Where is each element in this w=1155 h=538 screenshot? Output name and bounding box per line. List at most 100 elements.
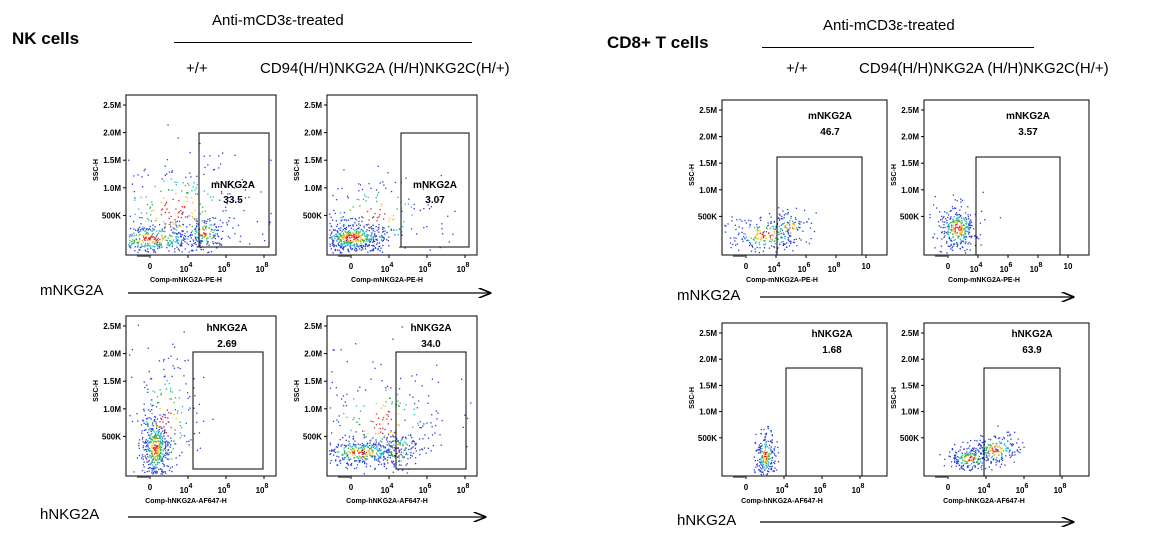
event-dot	[160, 448, 162, 450]
event-dot	[188, 251, 190, 253]
event-dot	[766, 457, 769, 460]
event-dot	[381, 203, 383, 205]
event-dot	[378, 456, 380, 458]
event-dot	[168, 469, 171, 472]
y-tick-label: 1.0M	[901, 186, 919, 195]
event-dot	[202, 226, 204, 228]
event-dot	[143, 449, 145, 451]
event-dot	[212, 243, 215, 245]
event-dot	[157, 430, 159, 432]
event-dot	[358, 248, 361, 250]
event-dot	[137, 420, 139, 422]
event-dot	[966, 222, 968, 224]
event-dot	[760, 448, 762, 450]
event-dot	[149, 467, 151, 469]
event-dot	[174, 346, 176, 348]
event-dot	[378, 448, 381, 450]
event-dot	[964, 231, 966, 233]
event-dot	[393, 464, 395, 466]
event-dot	[169, 244, 171, 246]
event-dot	[356, 460, 358, 462]
event-dot	[156, 241, 159, 244]
event-dot	[162, 237, 165, 240]
event-dot	[770, 238, 772, 240]
x-axis-title: Comp-hNKG2A-AF647-H	[741, 498, 823, 505]
event-dot	[394, 440, 397, 442]
event-dot	[152, 249, 154, 251]
event-dot	[205, 233, 207, 235]
event-dot	[944, 221, 946, 223]
event-dot	[342, 243, 344, 246]
x-tick-label: 0	[744, 483, 749, 492]
event-dot	[148, 238, 151, 241]
event-dot	[173, 440, 175, 442]
event-dot	[336, 455, 338, 457]
event-dot	[992, 458, 994, 460]
event-dot	[958, 217, 960, 219]
event-dot	[981, 435, 984, 438]
event-dot	[787, 222, 789, 224]
event-dot	[969, 224, 971, 226]
event-dot	[191, 234, 193, 236]
event-dot	[161, 460, 163, 462]
event-dot	[952, 224, 954, 227]
x-tick-label: 104	[381, 262, 394, 274]
event-dot	[950, 216, 952, 218]
event-dot	[939, 454, 941, 456]
event-dot	[166, 452, 169, 454]
event-dot	[398, 444, 400, 446]
event-dot	[952, 218, 954, 220]
event-dot	[152, 468, 154, 470]
event-dot	[363, 434, 365, 436]
event-dot	[194, 218, 196, 220]
event-dot	[129, 414, 131, 417]
event-dot	[343, 449, 345, 451]
event-dot	[992, 449, 994, 451]
event-dot	[369, 440, 371, 442]
event-dot	[392, 471, 394, 473]
event-dot	[152, 430, 154, 432]
event-dot	[161, 457, 164, 459]
event-dot	[736, 219, 738, 221]
event-dot	[770, 227, 772, 229]
event-dot	[362, 433, 365, 436]
event-dot	[778, 213, 780, 215]
event-dot	[348, 451, 351, 453]
genotype-humanized-nk: CD94(H/H)NKG2A (H/H)NKG2C(H/+)	[260, 60, 510, 77]
event-dot	[170, 398, 173, 400]
event-dot	[962, 454, 964, 456]
event-dot	[364, 238, 366, 240]
event-dot	[337, 421, 340, 423]
event-dot	[365, 454, 368, 456]
event-dot	[416, 233, 418, 235]
event-dot	[347, 451, 349, 453]
y-axis-title: SSC-H	[294, 380, 301, 402]
event-dot	[358, 240, 360, 242]
event-dot	[377, 417, 380, 419]
x-tick-label: 108	[852, 483, 865, 495]
event-dot	[960, 206, 962, 208]
event-dot	[773, 461, 775, 464]
event-dot	[344, 434, 346, 437]
event-dot	[743, 235, 745, 238]
event-dot	[365, 436, 367, 438]
event-dot	[155, 217, 158, 220]
event-dot	[430, 206, 432, 208]
event-dot	[333, 243, 335, 245]
event-dot	[395, 404, 398, 406]
event-dot	[340, 349, 342, 351]
event-dot	[374, 367, 376, 369]
event-dot	[759, 461, 761, 463]
event-dot	[793, 228, 796, 230]
event-dot	[367, 196, 369, 198]
event-dot	[167, 124, 169, 126]
event-dot	[391, 440, 393, 443]
event-dot	[768, 455, 770, 457]
event-dot	[969, 214, 972, 216]
event-dot	[342, 216, 344, 218]
event-dot	[341, 243, 343, 245]
event-dot	[355, 248, 357, 250]
event-dot	[177, 242, 179, 244]
x-tick-label: 108	[256, 262, 269, 274]
event-dot	[152, 404, 154, 406]
